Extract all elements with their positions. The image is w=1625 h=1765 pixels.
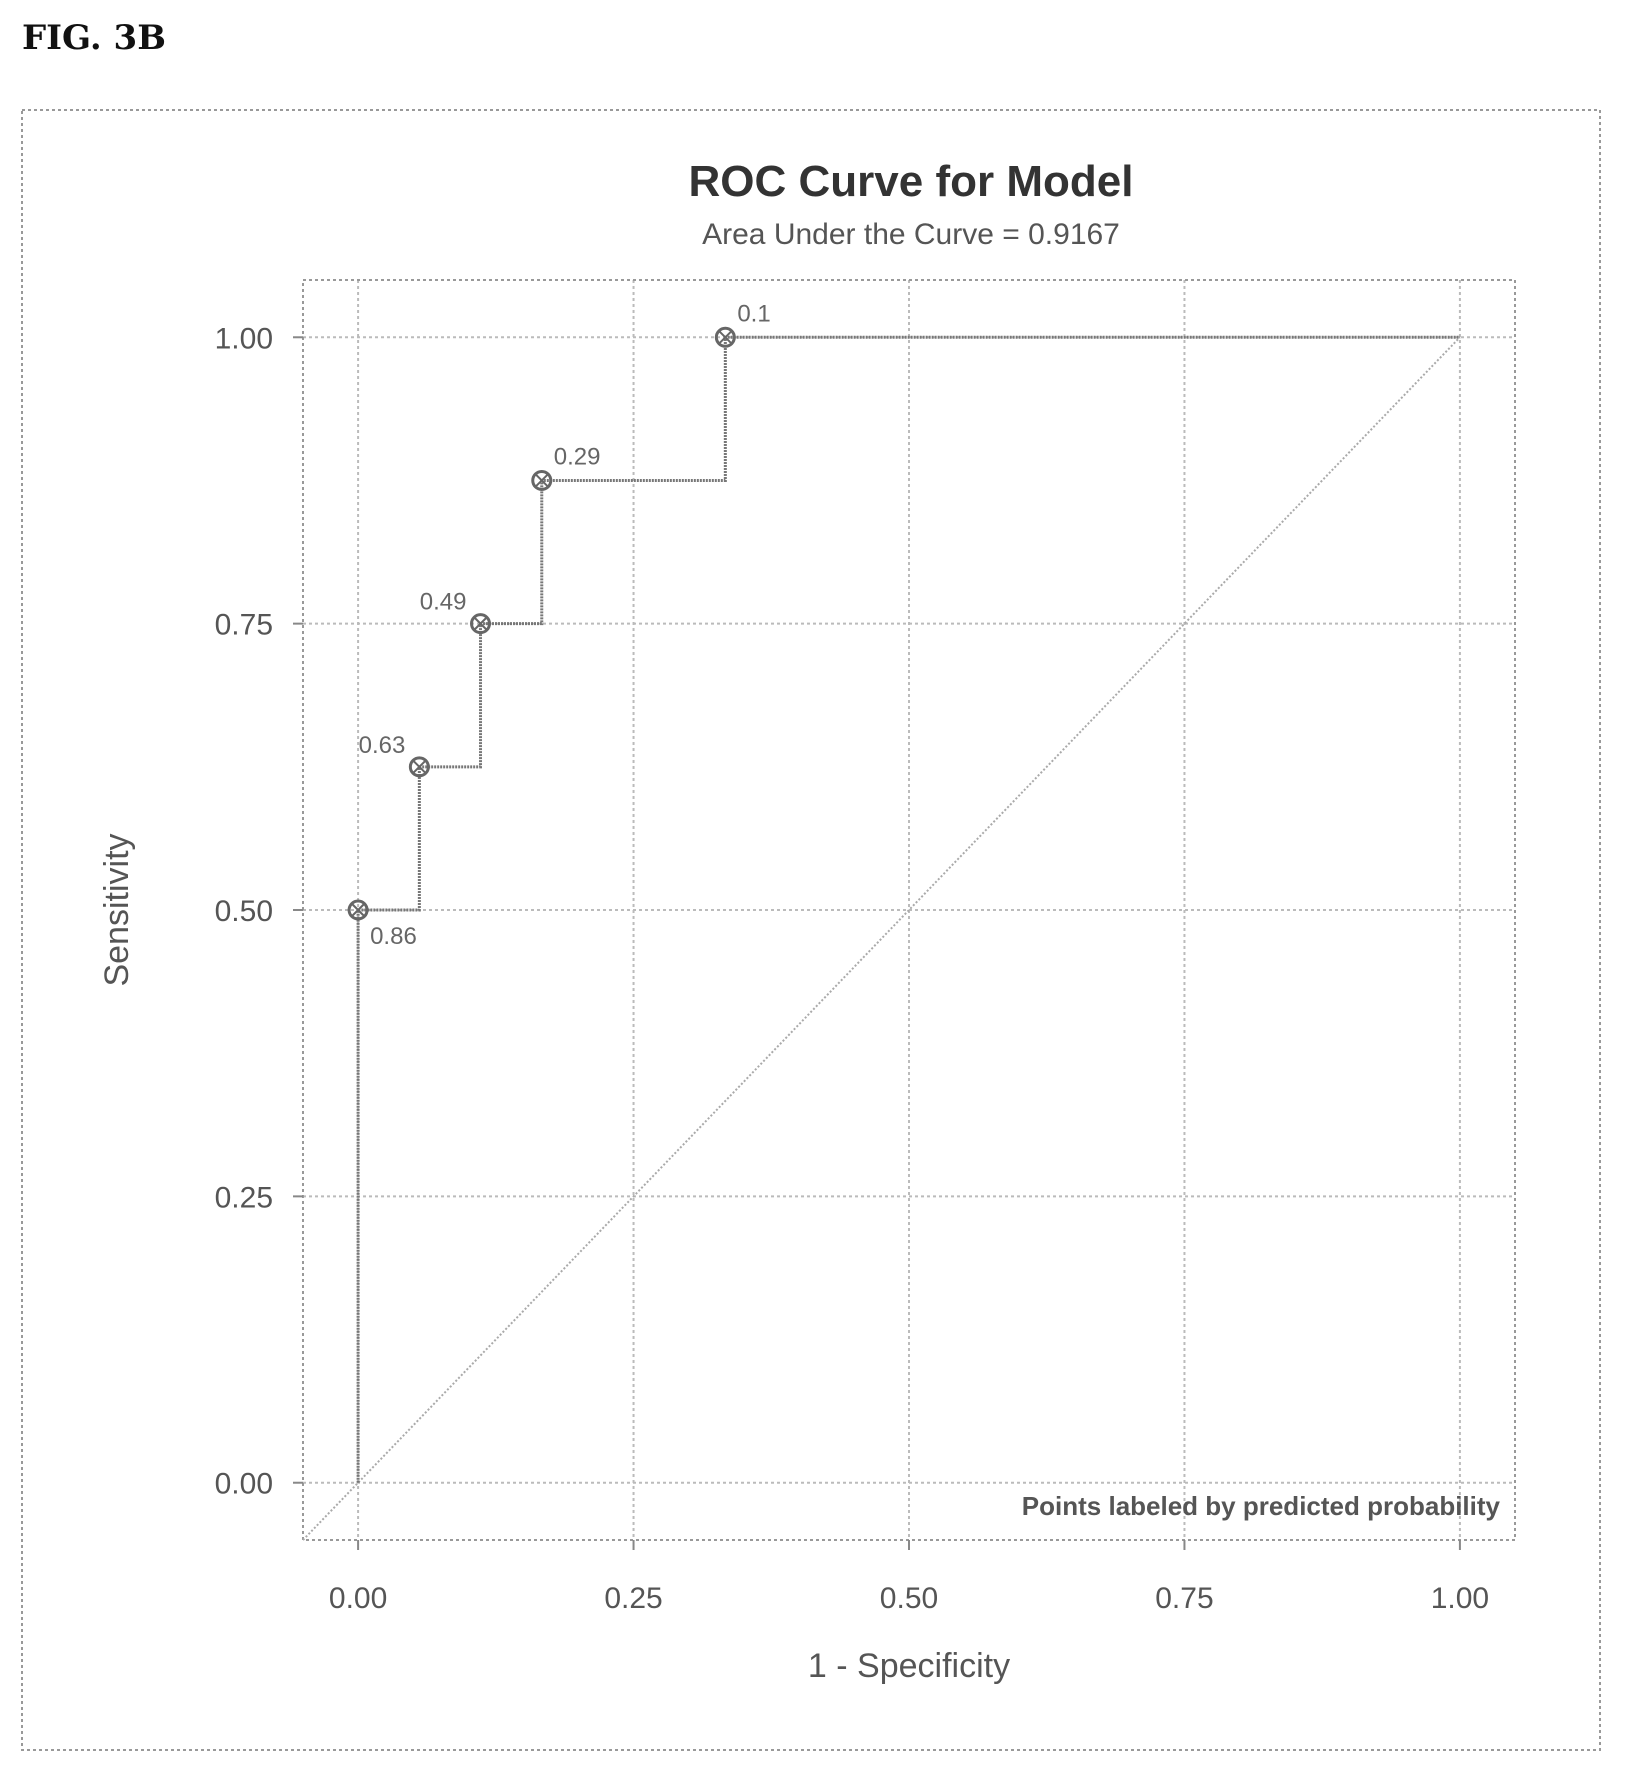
x-tick-label: 0.25 xyxy=(604,1582,662,1615)
roc-point-label: 0.1 xyxy=(737,300,770,327)
roc-point-marker xyxy=(531,469,553,491)
roc-point-label: 0.29 xyxy=(554,443,601,470)
y-axis-label: Sensitivity xyxy=(98,833,136,986)
y-axis-ticks: 0.00 0.25 0.50 0.75 1.00 xyxy=(215,322,303,1501)
roc-point-marker-cross xyxy=(412,760,427,774)
x-axis-ticks: 0.00 0.25 0.50 0.75 1.00 xyxy=(329,1540,1489,1615)
chart-subtitle: Area Under the Curve = 0.9167 xyxy=(702,218,1120,251)
roc-point-label: 0.86 xyxy=(370,923,417,950)
plot-note: Points labeled by predicted probability xyxy=(1022,1491,1501,1521)
x-axis-label: 1 - Specificity xyxy=(808,1647,1010,1685)
figure-label: FIG. 3B xyxy=(22,18,166,58)
roc-point-label: 0.63 xyxy=(359,732,406,759)
reference-diagonal-line xyxy=(302,336,1461,1541)
y-tick-label: 0.25 xyxy=(215,1181,273,1214)
roc-point-marker xyxy=(714,326,736,348)
x-tick-label: 0.50 xyxy=(880,1582,938,1615)
roc-point-marker-cross xyxy=(351,903,365,917)
y-tick-label: 0.50 xyxy=(215,895,273,928)
outer-frame xyxy=(21,109,1601,1751)
x-tick-label: 0.75 xyxy=(1155,1582,1213,1615)
roc-point-marker-cross xyxy=(473,616,488,631)
labeled-points: 0.86 0.63 0.49 0.29 0.1 xyxy=(347,300,771,950)
y-tick-label: 1.00 xyxy=(215,322,273,355)
chart-title: ROC Curve for Model xyxy=(689,157,1134,206)
roc-point-label: 0.49 xyxy=(420,589,467,616)
roc-point-marker xyxy=(347,899,369,921)
roc-point-marker xyxy=(408,756,430,778)
roc-point-marker-cross xyxy=(718,330,733,344)
y-tick-label: 0.75 xyxy=(215,609,273,642)
y-tick-label: 0.00 xyxy=(215,1468,273,1501)
roc-point-marker-cross xyxy=(535,473,549,488)
x-tick-label: 0.00 xyxy=(329,1582,387,1615)
x-tick-label: 1.00 xyxy=(1431,1582,1489,1615)
roc-point-marker xyxy=(470,613,492,635)
grid xyxy=(303,280,1515,1540)
